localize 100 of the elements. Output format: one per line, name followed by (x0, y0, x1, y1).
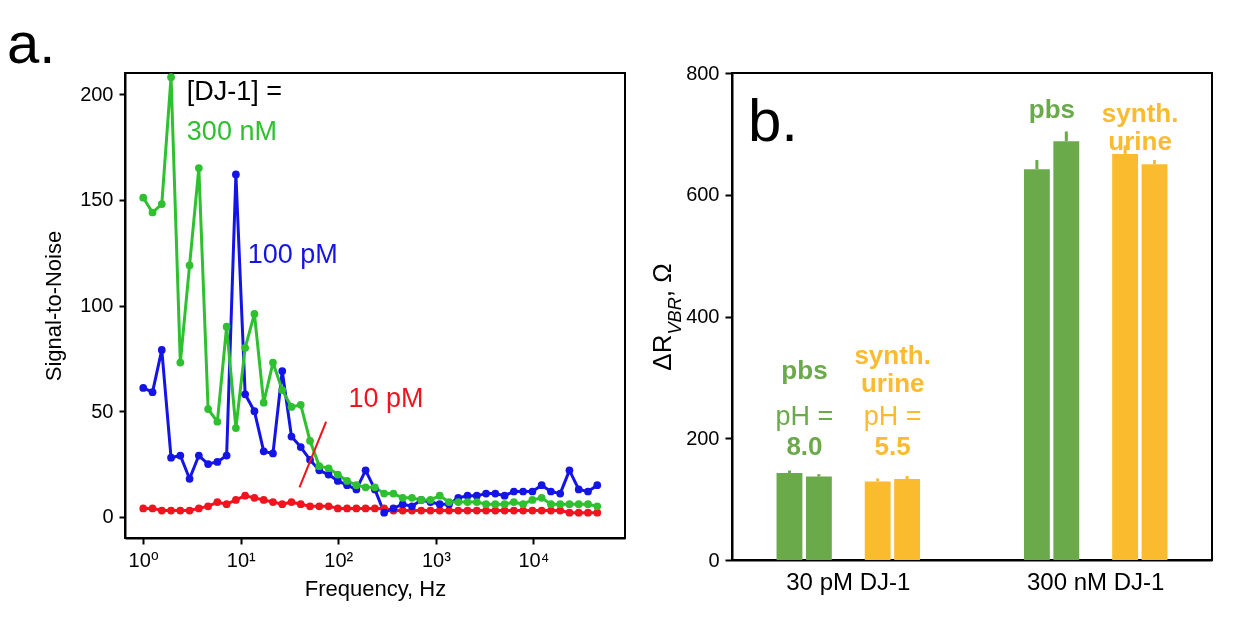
point (491, 500, 500, 509)
bar (864, 481, 891, 560)
point (454, 498, 463, 506)
point (204, 405, 212, 413)
point (500, 500, 509, 509)
series-label: 300 nM (186, 116, 277, 147)
point (528, 496, 537, 504)
point (167, 453, 175, 462)
point (204, 502, 212, 511)
chart-title: a. (7, 10, 56, 75)
x-tick-label: 10³ (421, 548, 452, 571)
point (204, 460, 212, 468)
text: 10 pM (348, 382, 424, 413)
point (296, 443, 305, 451)
point (565, 500, 574, 509)
point (482, 489, 490, 498)
point (139, 193, 148, 202)
point (259, 496, 268, 504)
annotation: pbs (1028, 93, 1076, 124)
x-tick-label: 10⁰ (128, 548, 159, 571)
point (241, 491, 250, 500)
annotation: pH = (863, 400, 922, 431)
annotation: synth. urine (1101, 98, 1179, 157)
point (333, 477, 342, 485)
point (472, 506, 481, 515)
point (306, 502, 314, 511)
series-label: 100 pM (247, 238, 338, 269)
point (333, 470, 342, 479)
point (333, 504, 342, 513)
point (454, 506, 463, 515)
y-tick-label: 600 (686, 183, 720, 206)
point (241, 390, 250, 399)
point (463, 498, 472, 506)
point (185, 506, 194, 515)
point (435, 491, 444, 500)
point (194, 451, 203, 460)
point (315, 502, 324, 511)
point (287, 403, 296, 411)
point (528, 487, 537, 496)
point (278, 367, 287, 375)
point (547, 487, 555, 496)
point (547, 506, 555, 515)
point (148, 388, 157, 397)
annotation: pH = (775, 400, 834, 431)
point (445, 506, 453, 515)
bar (1141, 164, 1168, 560)
x-axis-title: Frequency, Hz (304, 575, 447, 601)
y-tick-label: 0 (708, 548, 720, 571)
point (500, 491, 509, 500)
point (315, 462, 324, 470)
point (287, 498, 296, 506)
y-tick-label: 200 (686, 426, 720, 449)
point (584, 508, 592, 517)
point (213, 458, 222, 466)
point (417, 506, 426, 515)
point (296, 400, 305, 409)
point (157, 506, 166, 515)
x-tick-label: 10¹ (226, 548, 257, 571)
point (306, 436, 314, 445)
point (241, 343, 250, 352)
point (482, 506, 490, 515)
point (398, 493, 407, 502)
y-tick-label: 100 (80, 294, 114, 316)
x-tick-label: 300 nM DJ-1 (1027, 567, 1165, 595)
x-tick-label: 10⁴ (518, 548, 550, 571)
point (148, 208, 157, 217)
point (213, 498, 222, 506)
point (287, 432, 296, 441)
point (213, 417, 222, 426)
point (361, 504, 370, 513)
point (185, 261, 194, 270)
point (509, 487, 518, 496)
point (426, 506, 435, 515)
point (491, 489, 500, 498)
point (556, 500, 565, 509)
point (278, 386, 287, 394)
point (250, 310, 259, 318)
y-tick-label: 50 (91, 399, 114, 422)
point (472, 498, 481, 506)
x-tick-label: 10² (324, 548, 354, 571)
point (574, 508, 583, 517)
point (509, 506, 518, 515)
y-tick-label: 150 (80, 188, 114, 211)
point (528, 506, 537, 515)
annotation: [DJ-1] = (186, 76, 283, 107)
point (222, 451, 231, 460)
point (584, 500, 592, 509)
annotation: pbs (781, 354, 828, 385)
point (556, 489, 565, 498)
point (222, 322, 231, 331)
point (537, 493, 546, 502)
bar (805, 476, 832, 560)
point (296, 500, 305, 509)
point (519, 487, 527, 496)
point (269, 358, 277, 367)
point (509, 498, 518, 506)
point (519, 506, 527, 515)
point (194, 504, 203, 513)
point (574, 500, 583, 509)
y-axis-title: Signal-to-Noise (41, 230, 67, 382)
